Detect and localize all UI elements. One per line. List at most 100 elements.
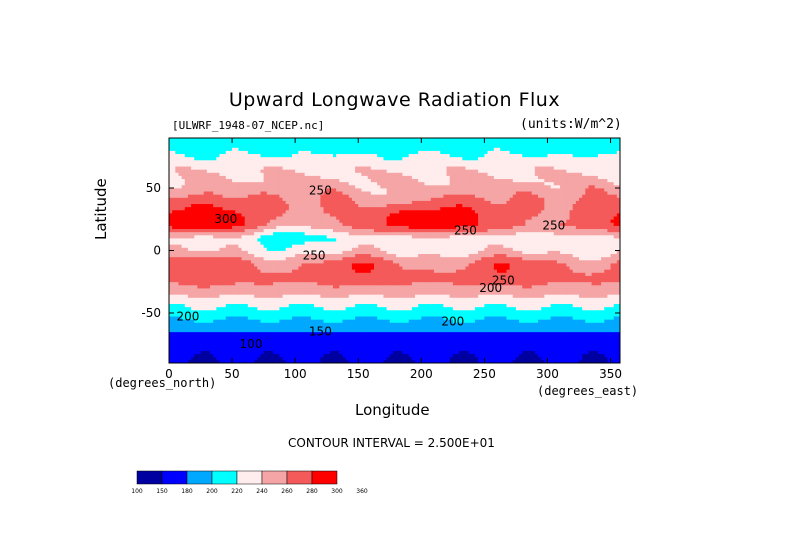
heatmap-cell — [553, 313, 558, 317]
heatmap-cell — [288, 356, 293, 361]
heatmap-cell — [225, 356, 230, 361]
heatmap-cell — [307, 253, 312, 258]
heatmap-cell — [187, 263, 192, 267]
heatmap-cell — [415, 306, 419, 311]
heatmap-cell — [295, 356, 299, 361]
heatmap-cell — [260, 263, 265, 267]
heatmap-cell — [563, 263, 567, 267]
heatmap-cell — [191, 306, 195, 311]
heatmap-cell — [493, 291, 498, 295]
heatmap-cell — [440, 275, 444, 280]
heatmap-cell — [181, 269, 186, 273]
heatmap-cell — [449, 278, 454, 283]
heatmap-cell — [380, 331, 384, 336]
heatmap-cell — [522, 303, 526, 308]
heatmap-cell — [213, 353, 217, 358]
heatmap-cell — [200, 253, 205, 258]
heatmap-cell — [191, 334, 195, 339]
heatmap-cell — [247, 272, 252, 276]
heatmap-cell — [370, 322, 375, 326]
heatmap-cell — [244, 269, 249, 273]
heatmap-cell — [260, 259, 265, 264]
heatmap-cell — [355, 331, 359, 336]
heatmap-cell — [355, 359, 359, 364]
heatmap-cell — [566, 300, 570, 305]
heatmap-cell — [616, 281, 621, 286]
heatmap-cell — [260, 322, 265, 326]
heatmap-cell — [326, 306, 331, 311]
heatmap-cell — [238, 316, 242, 320]
heatmap-cell — [506, 281, 511, 286]
heatmap-cell — [411, 291, 416, 295]
heatmap-cell — [292, 303, 296, 308]
heatmap-cell — [430, 322, 435, 326]
heatmap-cell — [610, 288, 615, 292]
heatmap-cell — [298, 338, 302, 342]
heatmap-cell — [380, 316, 384, 320]
heatmap-cell — [370, 356, 375, 361]
heatmap-cell — [228, 294, 233, 298]
heatmap-cell — [556, 331, 561, 336]
heatmap-cell — [462, 316, 466, 320]
heatmap-cell — [210, 253, 214, 258]
heatmap-cell — [210, 325, 214, 330]
heatmap-cell — [585, 350, 589, 355]
heatmap-cell — [194, 306, 198, 311]
heatmap-cell — [228, 281, 233, 286]
heatmap-cell — [310, 272, 315, 276]
heatmap-cell — [569, 284, 574, 289]
heatmap-cell — [238, 328, 242, 333]
heatmap-cell — [613, 347, 618, 351]
heatmap-cell — [566, 328, 570, 333]
heatmap-cell — [288, 294, 293, 298]
heatmap-cell — [601, 347, 605, 351]
heatmap-cell — [235, 297, 239, 301]
heatmap-cell — [323, 288, 328, 292]
heatmap-cell — [519, 300, 523, 305]
heatmap-cell — [348, 334, 353, 339]
heatmap-cell — [260, 356, 265, 361]
heatmap-cell — [251, 294, 255, 298]
heatmap-cell — [203, 319, 208, 323]
heatmap-cell — [452, 313, 457, 317]
heatmap-cell — [509, 303, 514, 308]
heatmap-cell — [534, 338, 539, 342]
heatmap-cell — [285, 356, 290, 361]
heatmap-cell — [585, 266, 589, 270]
heatmap-cell — [377, 300, 381, 305]
heatmap-cell — [424, 291, 429, 295]
heatmap-cell — [566, 266, 570, 270]
heatmap-cell — [216, 294, 220, 298]
heatmap-cell — [203, 281, 208, 286]
heatmap-cell — [424, 331, 429, 336]
heatmap-cell — [276, 300, 280, 305]
heatmap-cell — [550, 319, 555, 323]
heatmap-cell — [314, 269, 318, 273]
heatmap-cell — [276, 344, 280, 348]
heatmap-cell — [452, 259, 457, 264]
heatmap-cell — [326, 309, 331, 314]
heatmap-cell — [509, 272, 514, 276]
heatmap-cell — [367, 303, 372, 308]
heatmap-cell — [210, 347, 214, 351]
heatmap-cell — [348, 338, 353, 342]
heatmap-cell — [345, 256, 350, 261]
heatmap-cell — [616, 338, 621, 342]
heatmap-cell — [263, 263, 268, 267]
heatmap-cell — [465, 294, 470, 298]
heatmap-cell — [500, 288, 504, 292]
heatmap-cell — [238, 284, 242, 289]
heatmap-cell — [191, 288, 195, 292]
heatmap-cell — [550, 291, 555, 295]
heatmap-cell — [569, 344, 574, 348]
heatmap-cell — [317, 291, 321, 295]
heatmap-cell — [355, 256, 359, 261]
heatmap-cell — [370, 266, 375, 270]
heatmap-cell — [484, 322, 488, 326]
heatmap-cell — [613, 306, 618, 311]
heatmap-cell — [370, 259, 375, 264]
heatmap-cell — [206, 319, 211, 323]
heatmap-cell — [260, 313, 265, 317]
heatmap-cell — [383, 331, 388, 336]
heatmap-cell — [478, 288, 482, 292]
